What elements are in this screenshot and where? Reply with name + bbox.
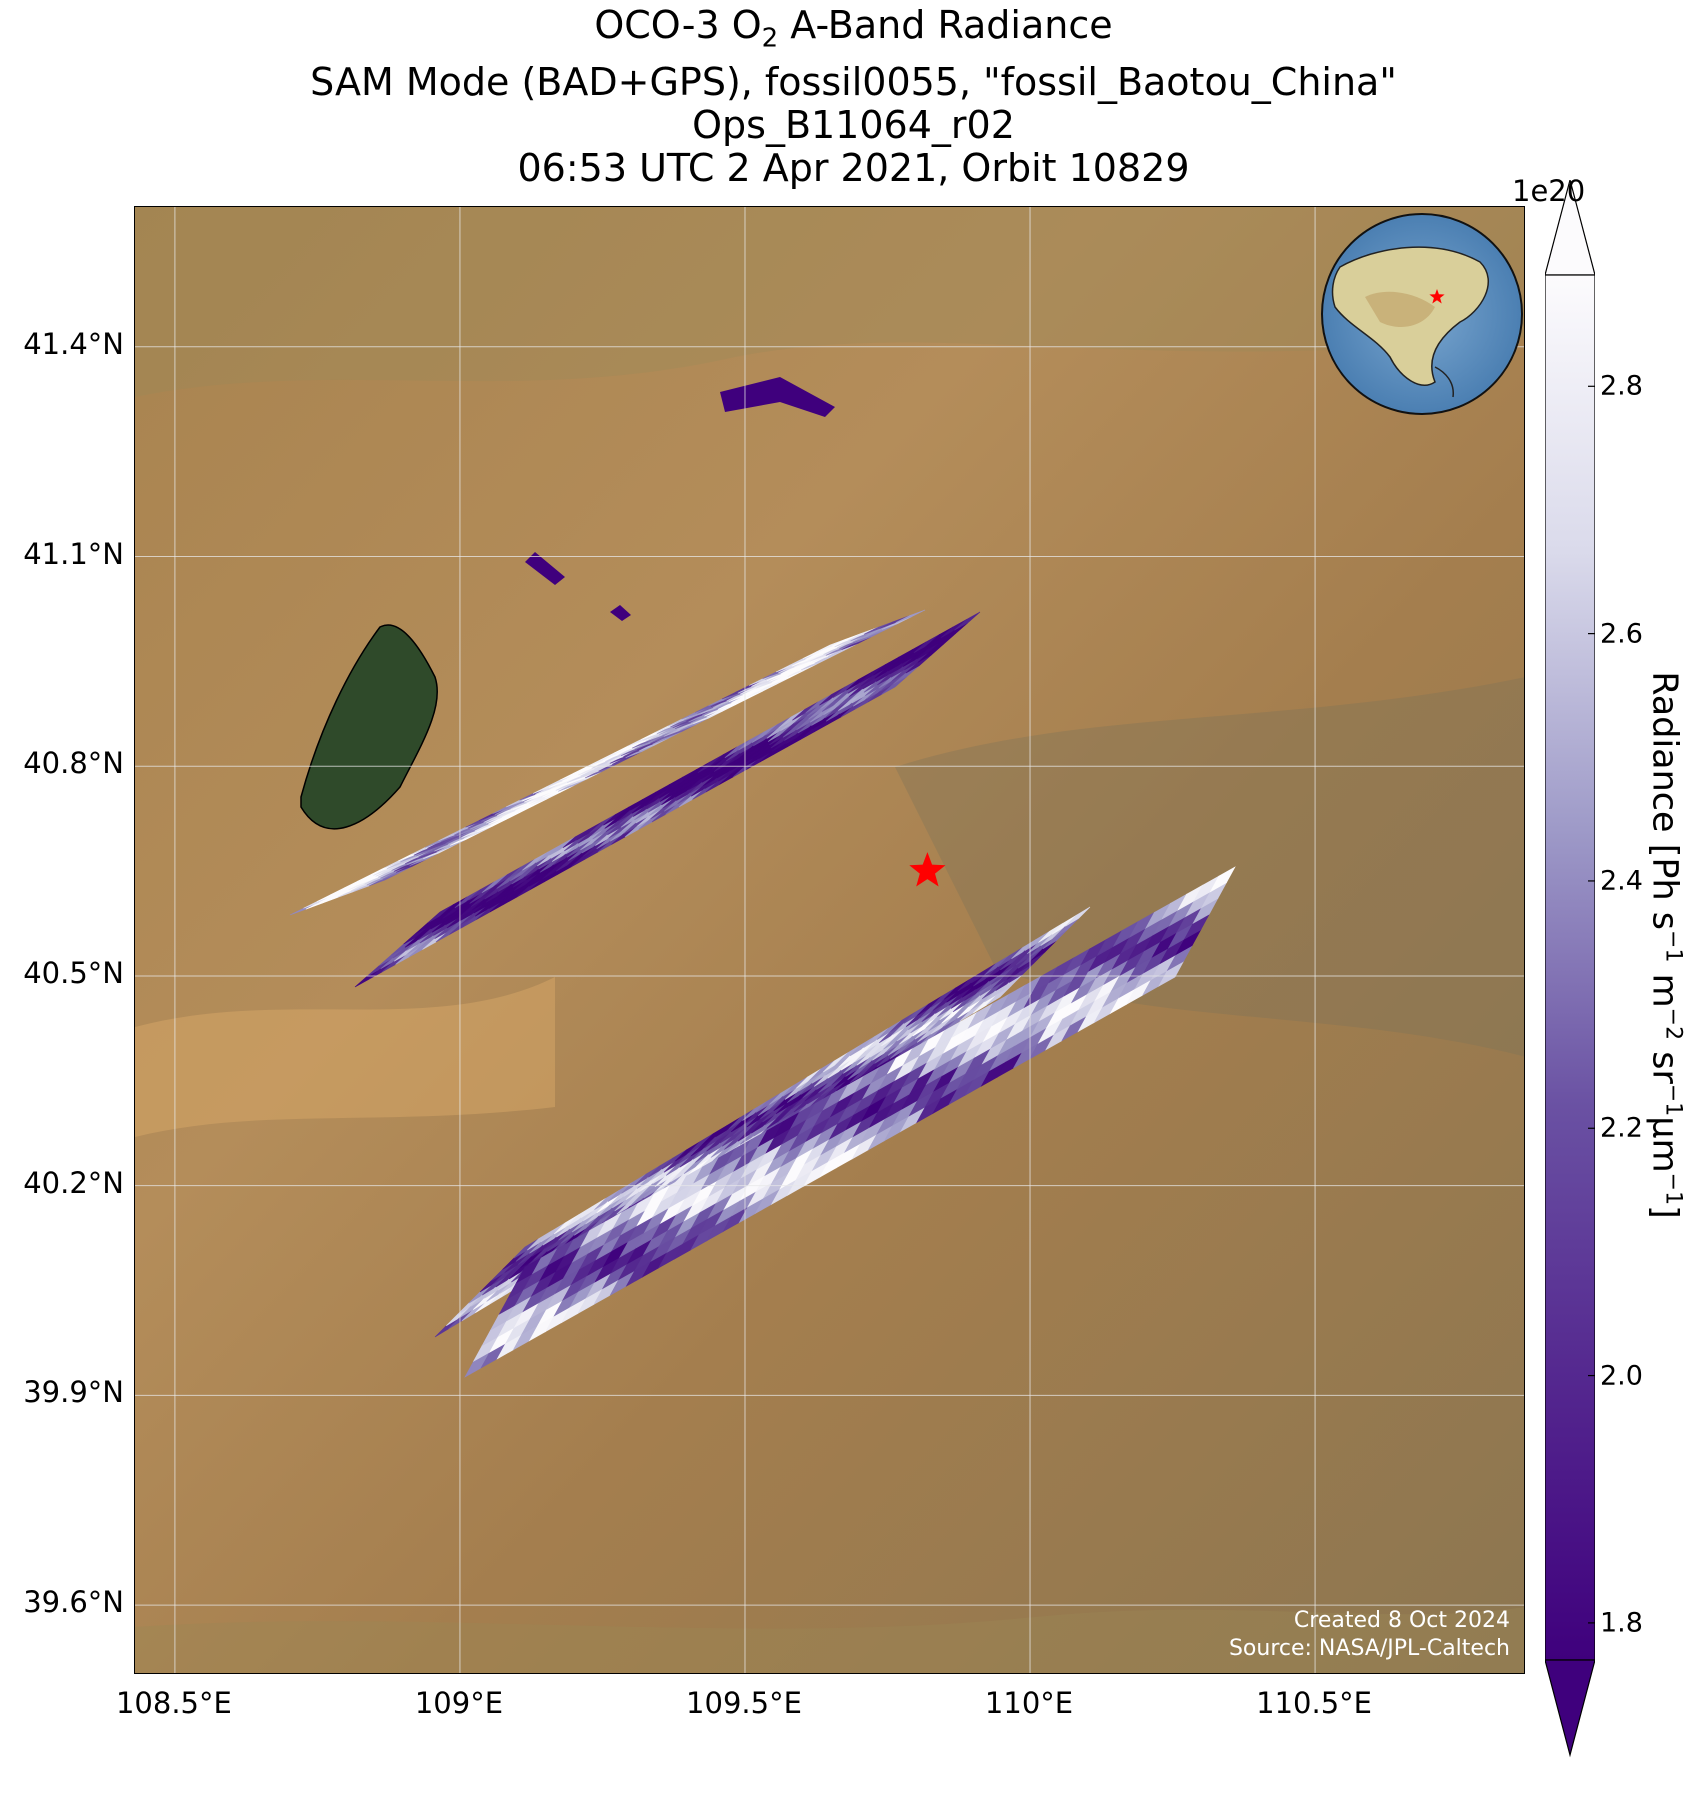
radiance-footprint xyxy=(895,609,926,623)
radiance-footprint xyxy=(954,611,981,631)
lon-tick-label: 110.5°E xyxy=(1256,1686,1372,1720)
colorbar-extend-min xyxy=(1545,1659,1595,1758)
lat-tick-label: 39.6°N xyxy=(23,1585,124,1620)
colorbar-tick-label: 2.4 xyxy=(1600,865,1643,897)
inset-star-icon xyxy=(1429,289,1445,304)
map-canvas xyxy=(135,207,1524,1673)
chart-title: OCO-3 O2 A-Band Radiance SAM Mode (BAD+G… xyxy=(0,4,1707,190)
lat-tick-label: 39.9°N xyxy=(23,1375,124,1410)
desert-region xyxy=(135,977,555,1137)
map-panel: Created 8 Oct 2024 Source: NASA/JPL-Calt… xyxy=(134,206,1525,1674)
colorbar-gradient xyxy=(1545,274,1595,1661)
star-icon xyxy=(909,852,946,887)
radiance-footprint xyxy=(1209,866,1236,893)
lat-tick-label: 40.8°N xyxy=(23,746,124,781)
terrain-north xyxy=(135,207,1524,397)
colorbar-tick-label: 2.8 xyxy=(1600,370,1643,402)
wetland-region xyxy=(300,624,439,830)
colorbar-tick-label: 2.2 xyxy=(1600,1112,1643,1144)
lat-tick-label: 40.2°N xyxy=(23,1165,124,1200)
colorbar-exponent: 1e20 xyxy=(1512,174,1586,208)
lat-tick-label: 41.1°N xyxy=(23,536,124,571)
colorbar-tick-marks xyxy=(1588,385,1595,1624)
colorbar-tick-label: 2.0 xyxy=(1600,1360,1643,1392)
created-credit: Created 8 Oct 2024 xyxy=(1293,1608,1510,1633)
lon-tick-label: 109°E xyxy=(414,1686,504,1720)
radiance-footprint xyxy=(720,377,835,417)
lat-tick-label: 41.4°N xyxy=(23,326,124,361)
star-icon xyxy=(1429,289,1445,304)
lon-tick-label: 108.5°E xyxy=(115,1686,232,1720)
mountain-region xyxy=(895,677,1524,1057)
target-star-icon xyxy=(909,852,946,887)
lat-tick-label: 40.5°N xyxy=(23,955,124,990)
radiance-swaths xyxy=(289,377,1236,1378)
inset-globe xyxy=(1321,213,1523,415)
lon-tick-label: 109.5°E xyxy=(686,1686,802,1720)
title-line-2: SAM Mode (BAD+GPS), fossil0055, "fossil_… xyxy=(310,59,1397,104)
gridlines xyxy=(135,207,1524,1673)
radiance-footprint xyxy=(525,552,565,585)
lon-tick-label: 110°E xyxy=(984,1686,1074,1720)
title-line-4: 06:53 UTC 2 Apr 2021, Orbit 10829 xyxy=(517,145,1190,190)
colorbar-tick-label: 1.8 xyxy=(1600,1607,1643,1639)
radiance-footprint xyxy=(610,605,631,621)
colorbar-tick-label: 2.6 xyxy=(1600,618,1643,650)
radiance-footprint xyxy=(1065,906,1091,927)
terrain-south xyxy=(135,1607,1524,1673)
colorbar xyxy=(1545,180,1595,1758)
title-line-1: OCO-3 O2 A-Band Radiance xyxy=(594,3,1113,54)
source-credit: Source: NASA/JPL-Caltech xyxy=(1228,1636,1510,1661)
colorbar-label: Radiance [Ph s−1 m−2 sr−1μm−1] xyxy=(1644,671,1686,1219)
title-line-3: Ops_B11064_r02 xyxy=(692,102,1015,147)
satellite-basemap xyxy=(135,207,1524,1673)
